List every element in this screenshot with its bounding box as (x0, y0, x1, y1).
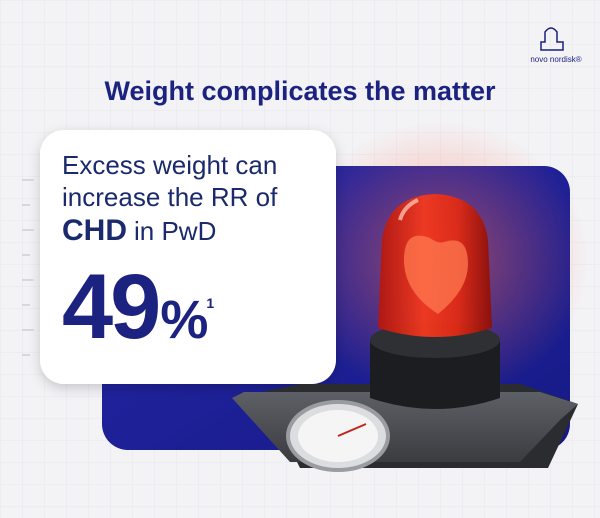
logo-text: novo nordisk® (530, 55, 581, 64)
title: Weight complicates the matter (104, 76, 496, 106)
ruler-ticks (22, 179, 34, 356)
card-line: CHD in PwD (62, 214, 216, 247)
card-line: increase the RR of (62, 182, 278, 212)
card-line: Excess weight can (62, 150, 277, 180)
logo: novo nordisk® (530, 27, 582, 64)
dome-highlight (398, 198, 419, 221)
stat-number: 49 (62, 256, 158, 358)
dial-needle (337, 423, 367, 437)
stat: 49%1 (62, 256, 214, 358)
logo-icon (540, 27, 564, 51)
illustration (232, 194, 578, 472)
card-line-rest: in PwD (134, 216, 216, 246)
highlight: CHD (62, 214, 127, 247)
text-card (40, 130, 336, 384)
siren-base (370, 340, 500, 409)
heart (404, 235, 468, 314)
stat-unit: % (160, 290, 207, 350)
